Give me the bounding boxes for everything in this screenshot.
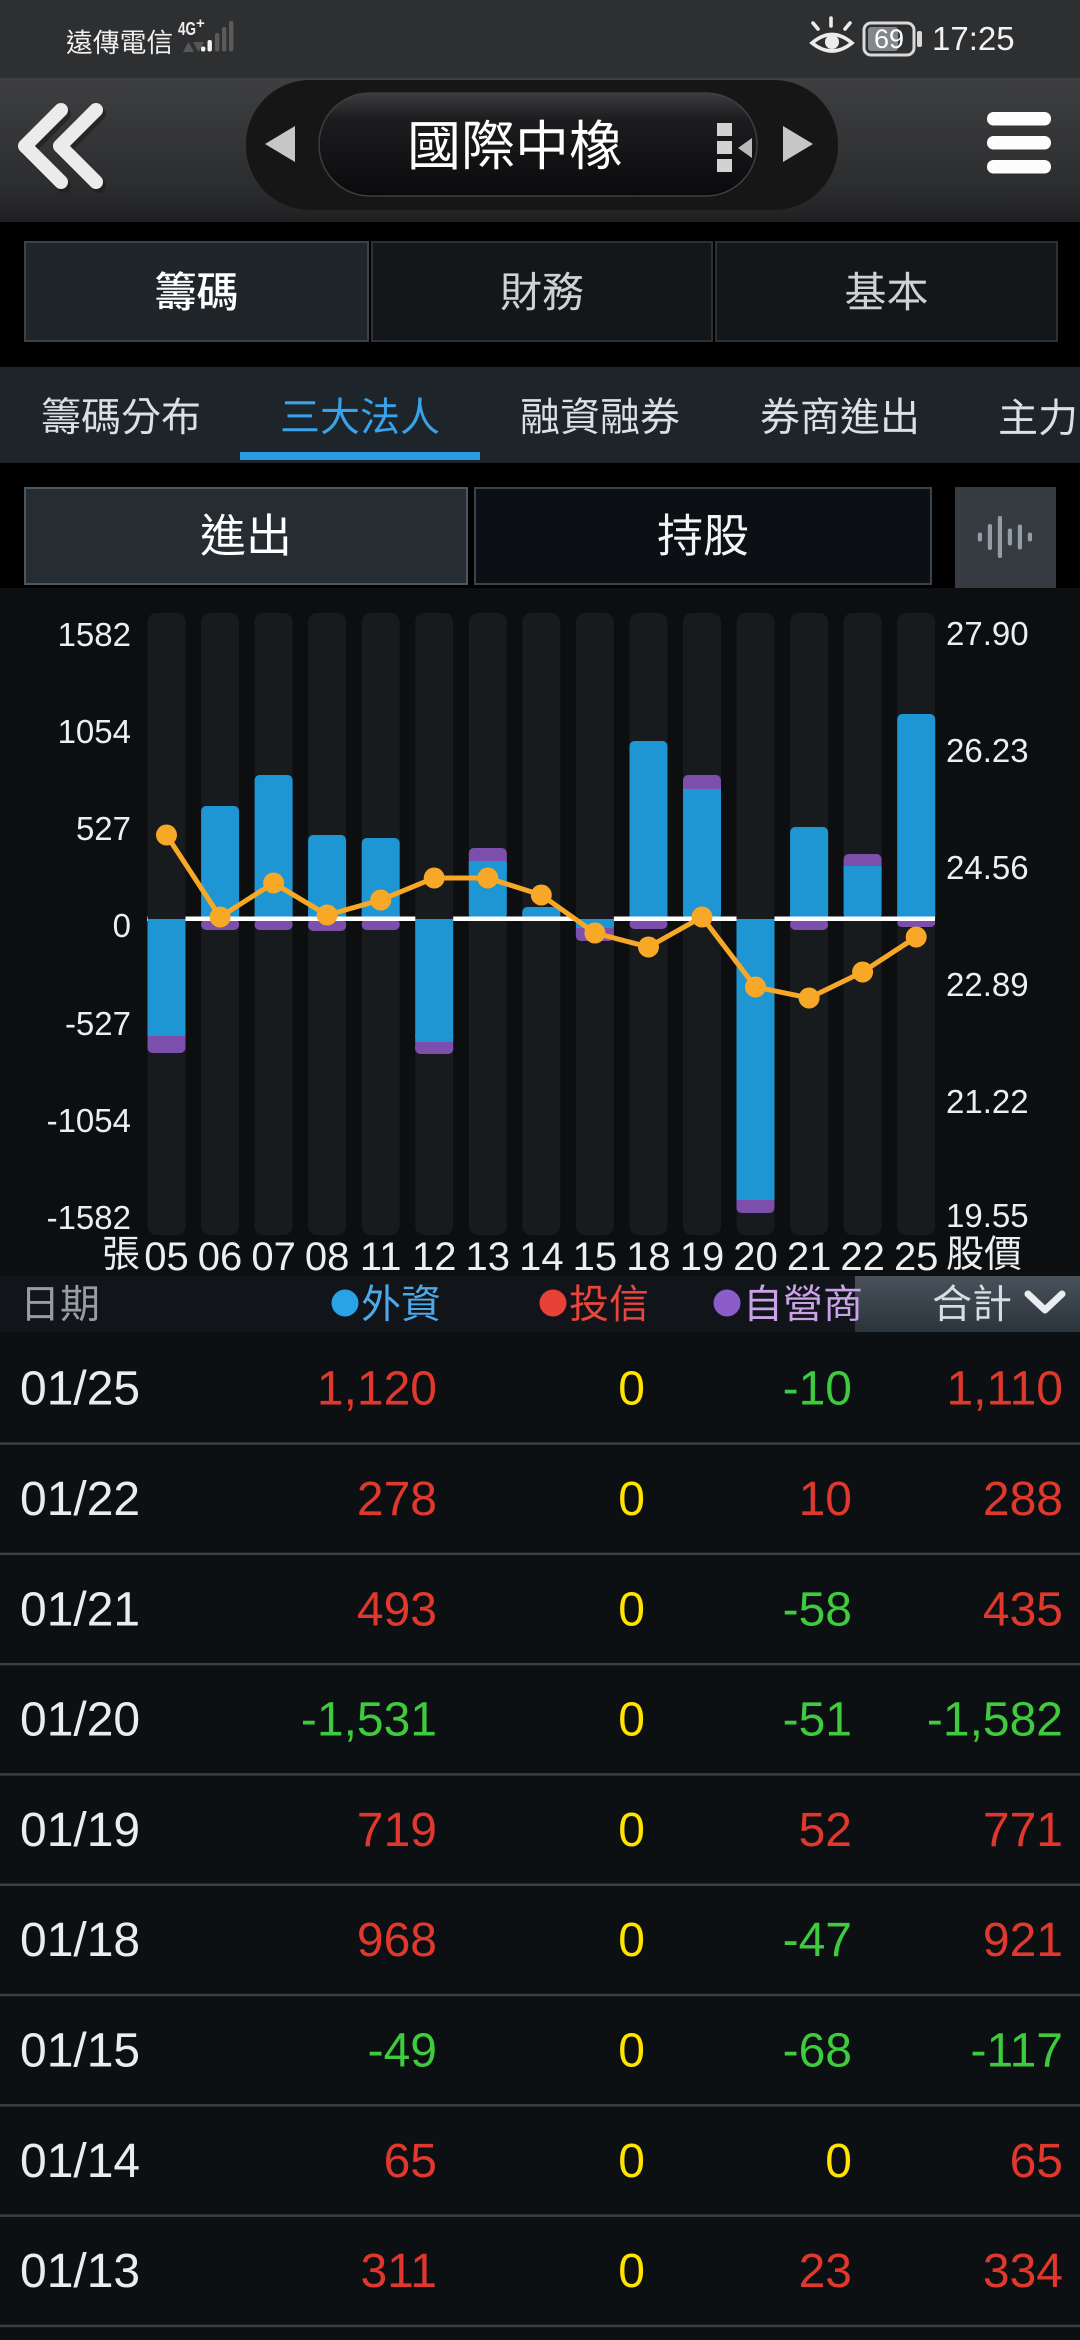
svg-text:15: 15: [573, 1235, 618, 1279]
svg-text:-49: -49: [368, 2024, 437, 2077]
svg-text:0: 0: [618, 1363, 645, 1416]
svg-text:01/22: 01/22: [20, 1473, 140, 1526]
svg-text:-1,582: -1,582: [927, 1694, 1063, 1747]
svg-text:-68: -68: [783, 2024, 852, 2077]
svg-text:52: 52: [799, 1804, 852, 1857]
svg-text:493: 493: [357, 1583, 437, 1636]
svg-text:25: 25: [894, 1235, 939, 1279]
svg-text:0: 0: [618, 2245, 645, 2298]
svg-text:05: 05: [144, 1235, 189, 1279]
svg-text:21.22: 21.22: [946, 1083, 1029, 1120]
svg-text:288: 288: [983, 1473, 1063, 1526]
svg-text:278: 278: [357, 1473, 437, 1526]
svg-text:01/15: 01/15: [20, 2024, 140, 2077]
svg-text:-1,531: -1,531: [301, 1694, 437, 1747]
svg-text:01/13: 01/13: [20, 2245, 140, 2298]
svg-text:01/14: 01/14: [20, 2135, 140, 2188]
svg-text:65: 65: [1010, 2135, 1063, 2188]
svg-text:-10: -10: [783, 1363, 852, 1416]
svg-text:0: 0: [618, 2135, 645, 2188]
svg-text:1,110: 1,110: [946, 1363, 1063, 1416]
svg-text:0: 0: [618, 1694, 645, 1747]
svg-text:19.55: 19.55: [946, 1197, 1029, 1234]
svg-text:968: 968: [357, 1914, 437, 1967]
svg-text:18: 18: [626, 1235, 671, 1279]
svg-text:-51: -51: [783, 1694, 852, 1747]
svg-text:01/25: 01/25: [20, 1363, 140, 1416]
svg-text:-1582: -1582: [47, 1199, 131, 1236]
svg-text:12: 12: [412, 1235, 457, 1279]
svg-text:23: 23: [799, 2245, 852, 2298]
svg-text:-1054: -1054: [47, 1102, 131, 1139]
svg-text:01/18: 01/18: [20, 1914, 140, 1967]
svg-text:11: 11: [360, 1235, 402, 1279]
svg-text:0: 0: [825, 2135, 852, 2188]
svg-text:311: 311: [360, 2245, 437, 2298]
svg-text:0: 0: [618, 1583, 645, 1636]
svg-text:1,120: 1,120: [317, 1363, 437, 1416]
svg-text:0: 0: [618, 1473, 645, 1526]
svg-text:0: 0: [618, 2024, 645, 2077]
svg-text:22: 22: [840, 1235, 885, 1279]
svg-text:13: 13: [466, 1235, 511, 1279]
svg-text:435: 435: [983, 1583, 1063, 1636]
svg-text:21: 21: [787, 1235, 832, 1279]
svg-text:26.23: 26.23: [946, 732, 1029, 769]
svg-text:24.56: 24.56: [946, 849, 1029, 886]
svg-text:771: 771: [983, 1804, 1063, 1857]
svg-text:+: +: [196, 15, 205, 32]
svg-text:719: 719: [357, 1804, 437, 1857]
svg-text:0: 0: [618, 1914, 645, 1967]
svg-text:-47: -47: [783, 1914, 852, 1967]
svg-text:01/19: 01/19: [20, 1804, 140, 1857]
svg-text:1582: 1582: [58, 616, 131, 653]
svg-text:1054: 1054: [58, 713, 131, 750]
svg-text:01/21: 01/21: [20, 1583, 140, 1636]
svg-text:08: 08: [305, 1235, 350, 1279]
svg-text:10: 10: [799, 1473, 852, 1526]
svg-text:4G: 4G: [178, 18, 196, 39]
svg-text:-117: -117: [970, 2024, 1063, 2077]
svg-text:0: 0: [618, 1804, 645, 1857]
svg-text:-527: -527: [65, 1005, 131, 1042]
svg-text:27.90: 27.90: [946, 615, 1029, 652]
svg-text:01/20: 01/20: [20, 1694, 140, 1747]
svg-text:19: 19: [680, 1235, 725, 1279]
svg-text:14: 14: [519, 1235, 564, 1279]
svg-text:527: 527: [76, 810, 131, 847]
svg-text:65: 65: [384, 2135, 437, 2188]
svg-text:06: 06: [198, 1235, 243, 1279]
svg-text:20: 20: [733, 1235, 778, 1279]
svg-text:17:25: 17:25: [932, 20, 1015, 57]
svg-text:0: 0: [113, 907, 131, 944]
svg-text:07: 07: [251, 1235, 296, 1279]
svg-text:921: 921: [983, 1914, 1063, 1967]
svg-text:69: 69: [874, 24, 904, 54]
svg-text:22.89: 22.89: [946, 966, 1029, 1003]
svg-text:-58: -58: [783, 1583, 852, 1636]
svg-text:334: 334: [983, 2245, 1063, 2298]
